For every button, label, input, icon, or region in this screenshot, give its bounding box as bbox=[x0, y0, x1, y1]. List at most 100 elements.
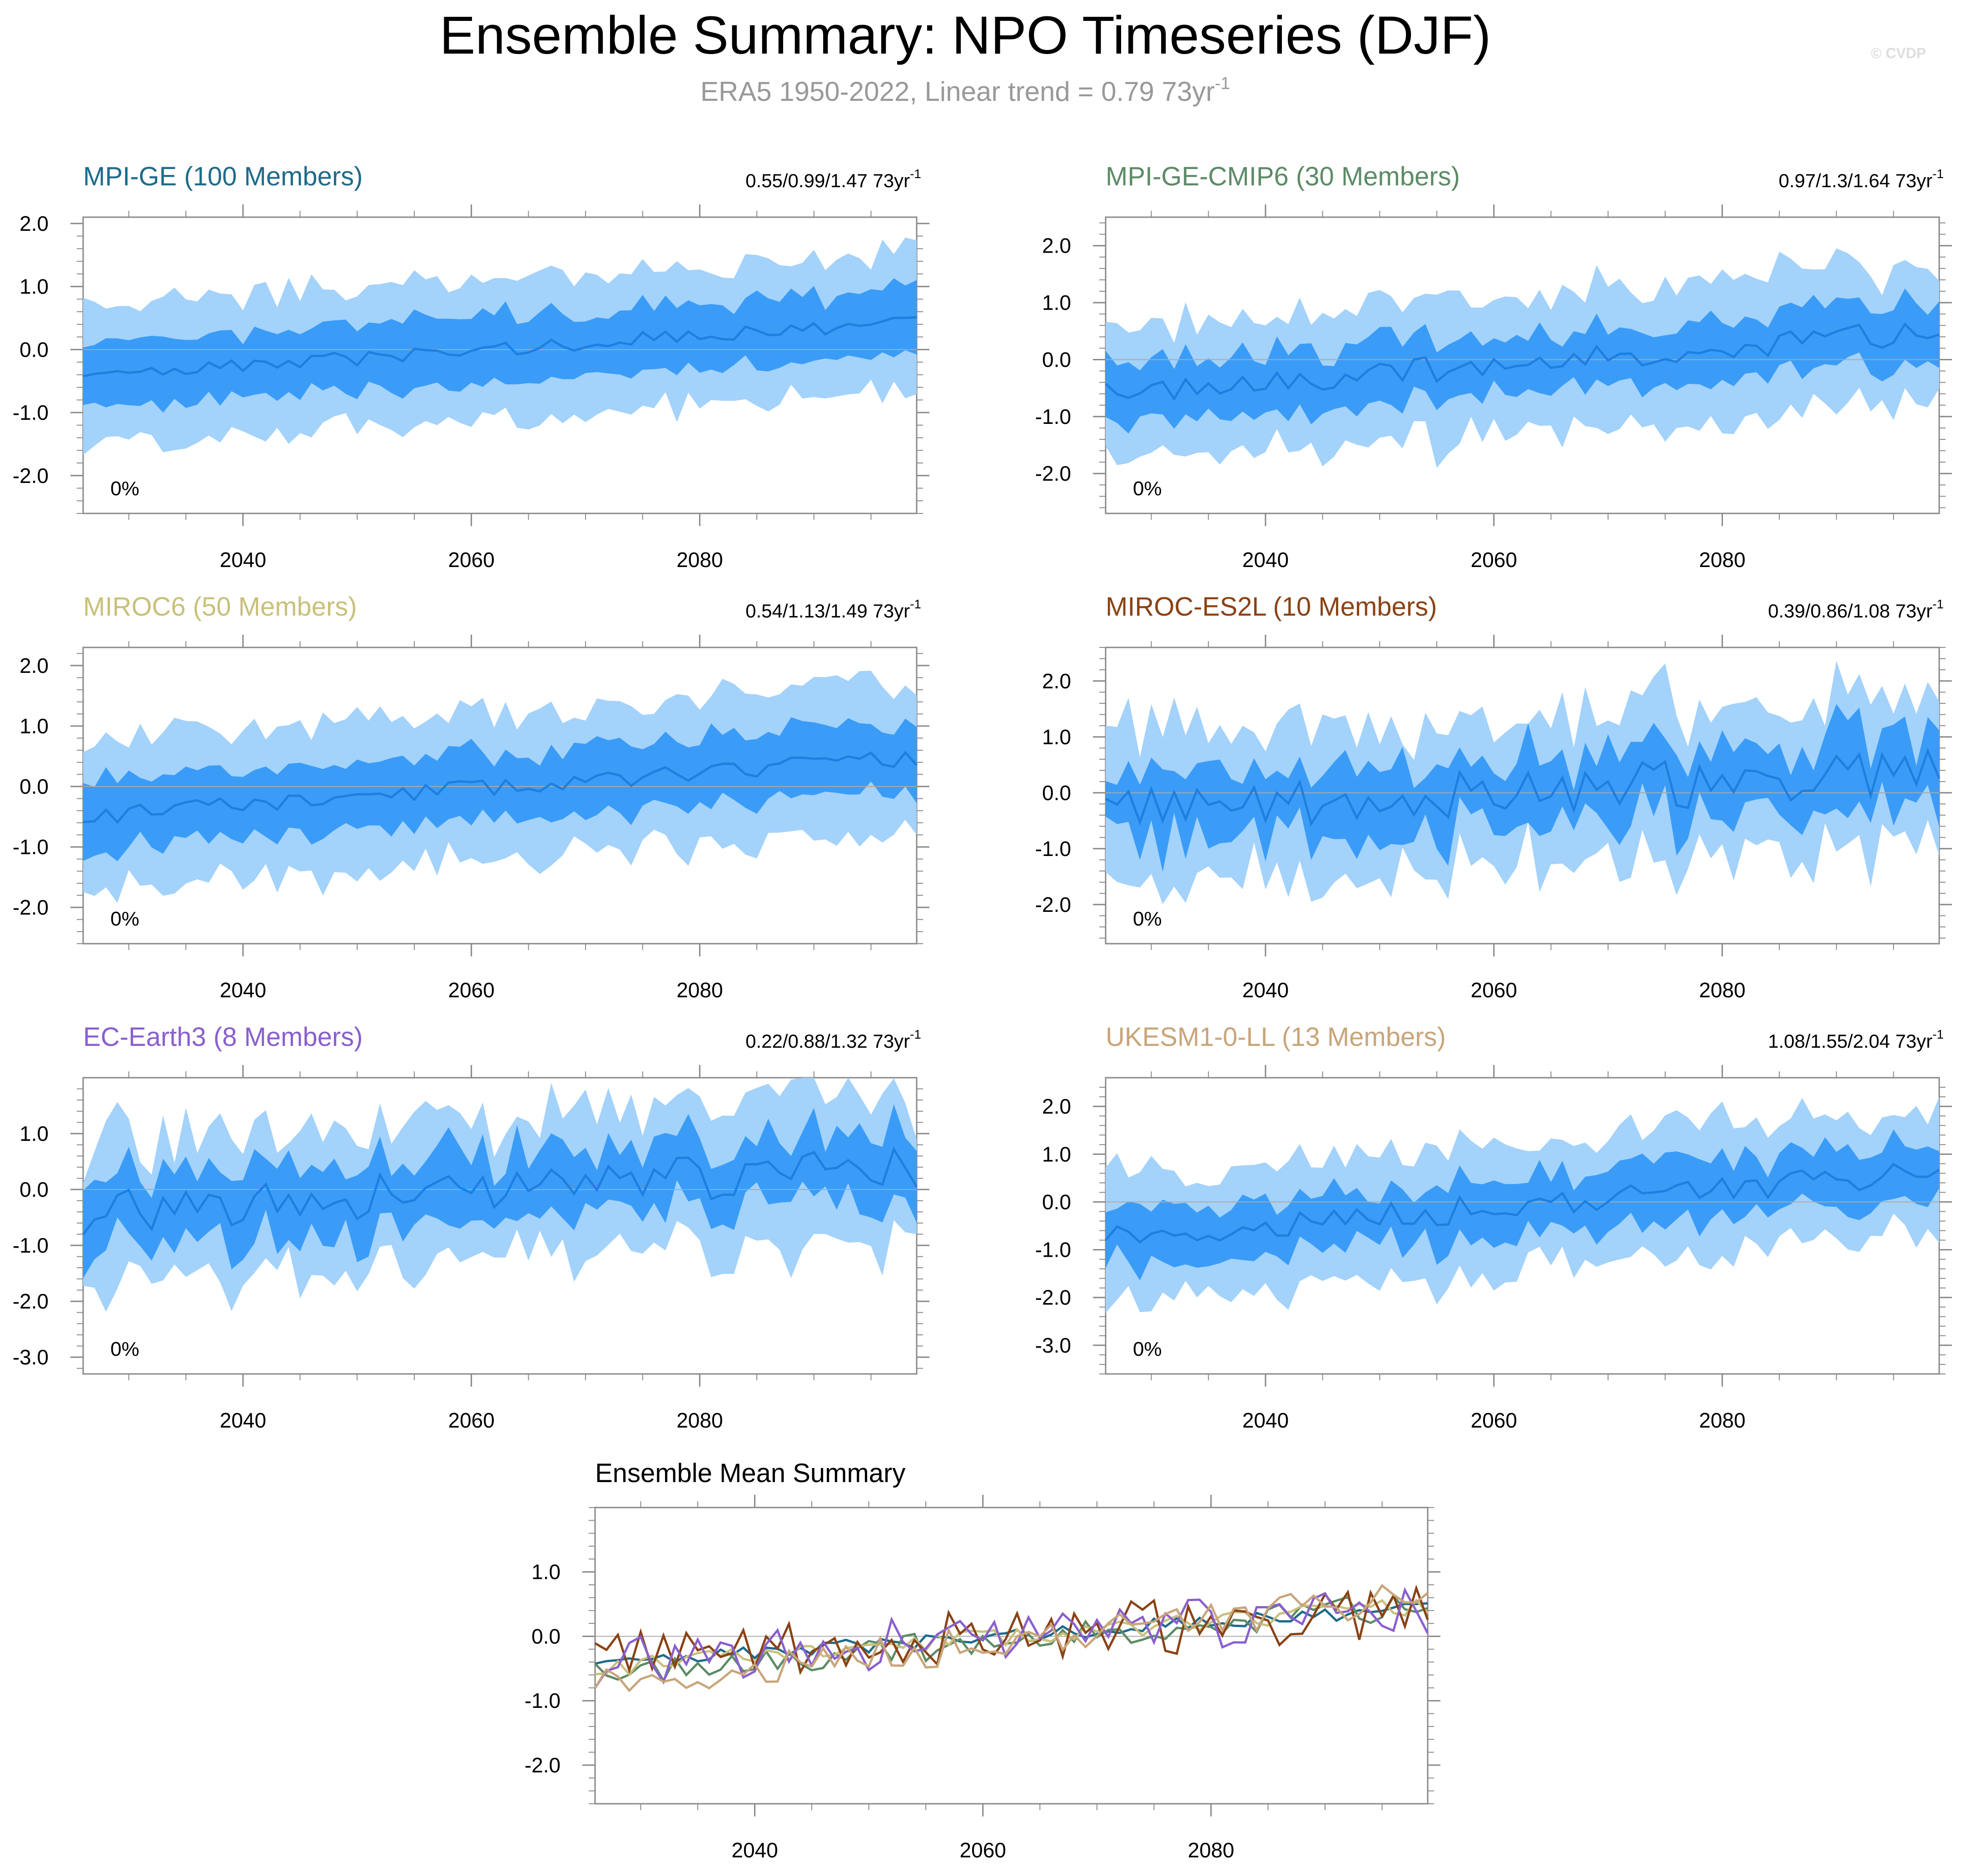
panel-title: MPI-GE-CMIP6 (30 Members) bbox=[1106, 162, 1460, 191]
y-tick-label: 1.0 bbox=[1042, 725, 1071, 749]
y-tick-label: -2.0 bbox=[1035, 462, 1071, 485]
y-tick-label: 2.0 bbox=[20, 212, 49, 235]
panel-title: MPI-GE (100 Members) bbox=[83, 162, 363, 191]
panel-title: MIROC-ES2L (10 Members) bbox=[1106, 592, 1437, 622]
plot-frame bbox=[594, 1507, 1429, 1805]
x-tick-label: 2080 bbox=[676, 978, 723, 1002]
figure-subtitle: ERA5 1950-2022, Linear trend = 0.79 73yr… bbox=[700, 74, 1230, 107]
ensemble-mean-line bbox=[83, 316, 917, 378]
y-tick-label: -2.0 bbox=[1035, 893, 1071, 916]
y-tick-label: -2.0 bbox=[13, 1289, 49, 1313]
y-tick-label: 1.0 bbox=[20, 1122, 49, 1145]
y-tick-label: 0.0 bbox=[1042, 348, 1071, 371]
x-tick-label: 2060 bbox=[1470, 548, 1517, 572]
x-tick-label: 2060 bbox=[1470, 1408, 1517, 1432]
trend-summary-sup: -1 bbox=[910, 597, 921, 611]
trend-summary: 0.97/1.3/1.64 73yr-1 bbox=[1779, 167, 1944, 191]
y-tick-label: 0.0 bbox=[1042, 1190, 1071, 1214]
x-tick-label: 2080 bbox=[1699, 548, 1745, 572]
series-line-ec-earth3 bbox=[594, 1587, 1429, 1689]
panel-title: UKESM1-0-LL (13 Members) bbox=[1106, 1022, 1446, 1052]
trend-summary-sup: -1 bbox=[1932, 167, 1944, 181]
y-tick-label: 2.0 bbox=[20, 654, 49, 677]
trend-summary-text: 0.39/0.86/1.08 73yr bbox=[1768, 600, 1932, 622]
y-tick-label: 2.0 bbox=[1042, 234, 1071, 258]
trend-summary-sup: -1 bbox=[1932, 597, 1944, 611]
y-tick-label: -2.0 bbox=[13, 896, 49, 919]
watermark-text: © CVDP bbox=[1871, 45, 1926, 61]
panel-mpi-ge: MPI-GE (100 Members) 0.55/0.99/1.47 73yr-… bbox=[13, 162, 929, 572]
series-line-ukesm1-0-ll bbox=[594, 1584, 1429, 1692]
trend-summary: 0.22/0.88/1.32 73yr-1 bbox=[745, 1027, 921, 1052]
x-tick-label: 2060 bbox=[1470, 978, 1517, 1002]
y-tick-label: -3.0 bbox=[13, 1345, 49, 1369]
panel-ec-earth3: EC-Earth3 (8 Members) 0.22/0.88/1.32 73yr… bbox=[13, 1022, 929, 1432]
panel-ukesm1-0-ll: UKESM1-0-LL (13 Members) 1.08/1.55/2.04 7… bbox=[1035, 1022, 1952, 1432]
trend-summary-text: 1.08/1.55/2.04 73yr bbox=[1768, 1030, 1932, 1052]
y-tick-label: -2.0 bbox=[525, 1753, 561, 1777]
x-tick-label: 2080 bbox=[1188, 1838, 1234, 1862]
x-tick-label: 2080 bbox=[1699, 978, 1745, 1002]
trend-summary-text: 0.22/0.88/1.32 73yr bbox=[745, 1030, 910, 1052]
y-tick-label: -1.0 bbox=[1035, 837, 1071, 861]
panel-mpi-ge-cmip6: MPI-GE-CMIP6 (30 Members) 0.97/1.3/1.64 7… bbox=[1035, 162, 1952, 572]
y-tick-label: 1.0 bbox=[1042, 1142, 1071, 1166]
x-tick-label: 2060 bbox=[448, 1408, 494, 1432]
y-tick-label: -1.0 bbox=[1035, 1238, 1071, 1262]
y-tick-label: -1.0 bbox=[13, 1234, 49, 1257]
x-tick-label: 2040 bbox=[220, 978, 266, 1002]
trend-summary: 0.39/0.86/1.08 73yr-1 bbox=[1768, 597, 1944, 622]
y-tick-label: 0.0 bbox=[20, 1178, 49, 1201]
y-tick-label: 2.0 bbox=[1042, 1095, 1071, 1118]
trend-summary-text: 0.54/1.13/1.49 73yr bbox=[745, 600, 910, 622]
percent-label: 0% bbox=[110, 478, 139, 500]
y-tick-label: -1.0 bbox=[13, 401, 49, 424]
panel-title: MIROC6 (50 Members) bbox=[83, 592, 357, 622]
ensemble-mean-line bbox=[1105, 322, 1940, 401]
x-tick-label: 2040 bbox=[220, 548, 266, 572]
ensemble-mean-line bbox=[83, 751, 918, 824]
trend-summary-text: 0.55/0.99/1.47 73yr bbox=[745, 170, 910, 191]
x-tick-label: 2040 bbox=[1242, 978, 1289, 1002]
x-tick-label: 2080 bbox=[1699, 1408, 1745, 1432]
y-tick-label: 0.0 bbox=[20, 775, 49, 798]
x-tick-label: 2040 bbox=[1242, 1408, 1289, 1432]
percent-label: 0% bbox=[110, 1338, 139, 1360]
inner-percentile-band bbox=[1106, 704, 1939, 872]
y-tick-label: -2.0 bbox=[1035, 1286, 1071, 1309]
x-tick-label: 2060 bbox=[448, 978, 494, 1002]
figure-subtitle-sup: -1 bbox=[1215, 74, 1230, 93]
trend-summary: 0.55/0.99/1.47 73yr-1 bbox=[745, 167, 921, 191]
y-tick-label: 1.0 bbox=[20, 275, 49, 299]
inner-percentile-band bbox=[83, 1104, 917, 1279]
ensemble-mean-line bbox=[1105, 747, 1941, 827]
y-tick-label: 0.0 bbox=[1042, 781, 1071, 805]
trend-summary-text: 0.97/1.3/1.64 73yr bbox=[1779, 170, 1933, 191]
y-tick-label: -3.0 bbox=[1035, 1334, 1071, 1357]
panels-layer: MPI-GE (100 Members) 0.55/0.99/1.47 73yr-… bbox=[13, 162, 1952, 1862]
x-tick-label: 2040 bbox=[1242, 548, 1289, 572]
y-tick-label: 0.0 bbox=[20, 338, 49, 361]
inner-percentile-band bbox=[1106, 1129, 1939, 1281]
ensemble-mean-line bbox=[1105, 1163, 1940, 1244]
y-tick-label: 2.0 bbox=[1042, 669, 1071, 693]
percent-label: 0% bbox=[110, 908, 139, 930]
panel-title: EC-Earth3 (8 Members) bbox=[83, 1022, 363, 1052]
x-tick-label: 2040 bbox=[220, 1408, 266, 1432]
inner-percentile-band bbox=[1106, 288, 1939, 434]
inner-percentile-band bbox=[83, 717, 917, 861]
x-tick-label: 2080 bbox=[676, 1408, 723, 1432]
y-tick-label: -2.0 bbox=[13, 464, 49, 488]
trend-summary-sup: -1 bbox=[910, 167, 921, 181]
x-tick-label: 2060 bbox=[960, 1838, 1006, 1862]
panel-miroc6: MIROC6 (50 Members) 0.54/1.13/1.49 73yr-1… bbox=[13, 592, 929, 1002]
figure-subtitle-text: ERA5 1950-2022, Linear trend = 0.79 73yr bbox=[700, 76, 1215, 107]
panel-title: Ensemble Mean Summary bbox=[595, 1458, 905, 1488]
y-tick-label: -1.0 bbox=[13, 835, 49, 859]
trend-summary: 0.54/1.13/1.49 73yr-1 bbox=[745, 597, 921, 622]
x-tick-label: 2060 bbox=[448, 548, 494, 572]
trend-summary-sup: -1 bbox=[910, 1027, 921, 1041]
percent-label: 0% bbox=[1133, 908, 1162, 930]
x-tick-label: 2080 bbox=[676, 548, 723, 572]
